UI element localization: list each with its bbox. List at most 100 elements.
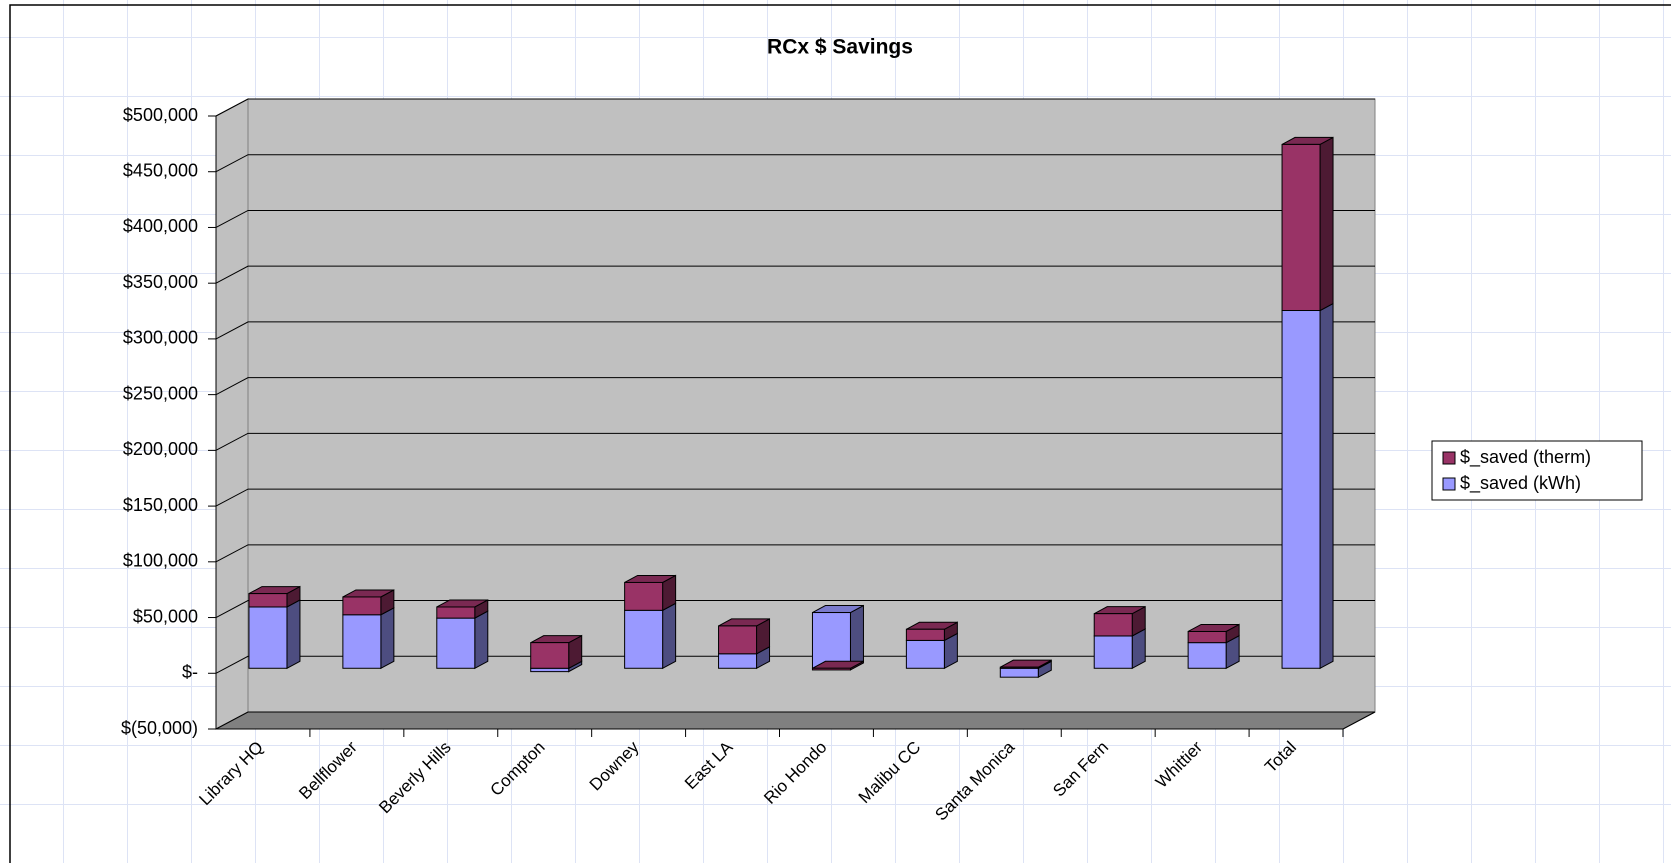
legend-box <box>1431 440 1643 501</box>
bar <box>811 612 851 669</box>
grid-line <box>215 655 1375 674</box>
y-tick-label: $300,000 <box>123 328 198 348</box>
bar-segment <box>811 604 864 670</box>
grid-line <box>215 265 1375 284</box>
x-tick-label: Beverly Hills <box>375 738 455 818</box>
grid-line <box>215 432 1375 451</box>
y-tick-label: $150,000 <box>123 495 198 515</box>
bar <box>1187 630 1227 644</box>
bar <box>718 625 758 655</box>
y-tick-label: $200,000 <box>123 439 198 459</box>
bar-segment <box>811 660 864 671</box>
bar <box>905 628 945 641</box>
plot-area: $(50,000) $- $50,000 $100,000 $150,000 $200,0… <box>121 98 1376 825</box>
floor <box>215 711 1376 730</box>
bar <box>1093 613 1133 637</box>
y-tick-label: $450,000 <box>123 160 198 180</box>
grid-line <box>215 711 1375 730</box>
y-tick-label: $100,000 <box>123 551 198 571</box>
bar <box>1187 642 1227 669</box>
x-tick-label: Compton <box>486 738 548 800</box>
x-tick-label: Downey <box>586 737 643 794</box>
bar <box>436 606 476 619</box>
bar <box>999 666 1039 669</box>
legend: $_saved (therm) $_saved (kWh) <box>1431 440 1643 501</box>
bar-segment <box>999 659 1052 670</box>
bar-side <box>1319 302 1334 670</box>
y-tick-label: $500,000 <box>123 105 198 125</box>
bar <box>436 617 476 669</box>
bar-segment <box>342 606 395 670</box>
bar-segment <box>624 574 677 612</box>
bar <box>530 642 570 669</box>
x-tick-label: Malibu CC <box>855 738 925 808</box>
bar-segment <box>718 618 771 655</box>
y-tick-label: $50,000 <box>133 606 198 626</box>
bar-segment <box>342 589 395 616</box>
x-tick-label: Total <box>1261 738 1300 777</box>
grid-line <box>215 154 1375 173</box>
x-tick-label: Santa Monica <box>931 737 1018 824</box>
bar-side <box>474 610 489 670</box>
bar-segment <box>530 634 583 670</box>
bar-side <box>849 604 864 670</box>
bar-segment <box>436 599 489 619</box>
grid-line <box>215 209 1375 228</box>
grid-line <box>215 98 1375 117</box>
bar <box>999 667 1039 678</box>
legend-label: $_saved (therm) <box>1460 447 1591 468</box>
grid-line <box>215 488 1375 507</box>
bar <box>248 593 288 608</box>
legend-swatch <box>1442 477 1456 491</box>
x-tick-label: Rio Hondo <box>760 738 830 808</box>
bar-segment <box>436 610 489 670</box>
bar <box>1093 635 1133 669</box>
bar <box>624 609 664 669</box>
y-tick-label: $250,000 <box>123 383 198 403</box>
x-tick-label: San Fern <box>1049 738 1112 801</box>
side-wall <box>215 98 249 730</box>
bar <box>1281 143 1321 312</box>
bar <box>342 614 382 669</box>
bar-segment <box>248 585 301 608</box>
x-tick-label: Library HQ <box>195 738 267 810</box>
bar-segment <box>248 599 301 670</box>
bar-segment <box>905 621 958 642</box>
bar <box>530 667 570 673</box>
bar-side <box>380 606 395 670</box>
grid-line <box>215 544 1375 563</box>
bar-side <box>286 599 301 670</box>
bar-segment <box>624 602 677 670</box>
grid-line <box>215 377 1375 396</box>
bar <box>342 596 382 616</box>
x-tick-label: East LA <box>681 737 737 793</box>
chart-border <box>9 4 1671 863</box>
grid-line <box>215 321 1375 340</box>
chart-title: RCx $ Savings <box>767 36 913 59</box>
bar <box>624 581 664 611</box>
x-tick-label: Whittier <box>1152 737 1206 791</box>
y-tick-label: $- <box>182 662 198 682</box>
x-axis-edge <box>1342 711 1376 730</box>
bar-segment <box>1281 302 1334 670</box>
y-tick-label: $(50,000) <box>121 718 198 738</box>
bar-side <box>1319 136 1334 312</box>
bar <box>905 639 945 669</box>
bar-segment <box>1187 623 1240 644</box>
y-tick-label: $350,000 <box>123 272 198 292</box>
y-tick-label: $400,000 <box>123 216 198 236</box>
legend-swatch <box>1442 451 1456 465</box>
bar <box>718 653 758 669</box>
legend-label: $_saved (kWh) <box>1460 473 1581 494</box>
bar-segment <box>1093 605 1146 637</box>
grid-line <box>215 600 1375 618</box>
bar-segment <box>1281 136 1334 312</box>
back-wall <box>247 98 1376 713</box>
bar <box>248 606 288 669</box>
x-tick-label: Bellflower <box>295 737 361 803</box>
bar-side <box>662 602 677 670</box>
bar <box>1281 310 1321 669</box>
bar <box>811 667 851 671</box>
